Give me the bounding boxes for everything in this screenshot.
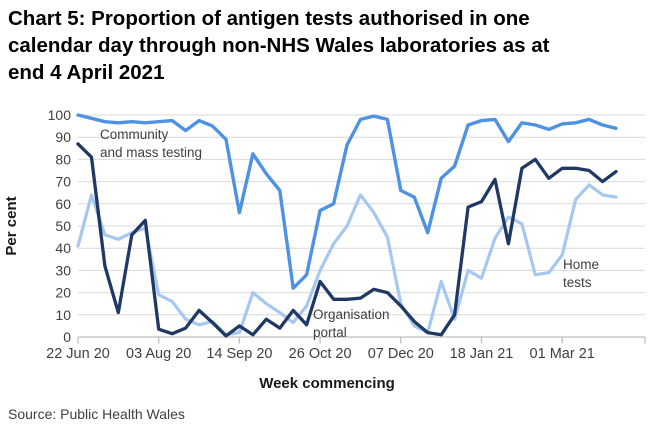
y-axis-title: Per cent [3, 196, 20, 255]
series-line-community-and-mass-testing [76, 113, 618, 290]
x-tick-label: 26 Oct 20 [289, 346, 352, 362]
x-axis-title: Week commencing [259, 375, 395, 392]
annotation-home-tests: Home tests [563, 257, 599, 290]
y-tick-label: 20 [55, 285, 71, 301]
annotation-organisation-portal: Organisation portal [313, 307, 390, 340]
x-tick-label: 22 Jun 20 [46, 346, 110, 362]
annotation-line: tests [563, 275, 592, 290]
annotation-community-and-mass-testing: Community and mass testing [100, 127, 202, 160]
y-tick-label: 70 [55, 174, 71, 190]
chart-title: Chart 5: Proportion of antigen tests aut… [8, 5, 653, 86]
y-tick-label: 80 [55, 151, 71, 167]
annotation-line: Organisation [313, 307, 390, 322]
source-note: Source: Public Health Wales [8, 406, 185, 422]
chart-title-line-3: end 4 April 2021 [8, 61, 165, 84]
x-tick-label: 18 Jan 21 [450, 346, 514, 362]
y-tick-label: 0 [63, 329, 71, 345]
y-tick-label: 30 [55, 262, 71, 278]
x-tick-label: 07 Dec 20 [368, 346, 434, 362]
x-tick-label: 01 Mar 21 [530, 346, 595, 362]
y-tick-label: 10 [55, 307, 71, 323]
y-tick-label: 40 [55, 240, 71, 256]
x-tick-label: 14 Sep 20 [206, 346, 272, 362]
y-tick-label: 50 [55, 218, 71, 234]
annotation-line: Community [100, 127, 169, 142]
y-tick-label: 90 [55, 129, 71, 145]
annotation-line: portal [313, 325, 347, 340]
annotation-line: Home [563, 257, 599, 272]
y-tick-label: 60 [55, 196, 71, 212]
x-tick-label: 03 Aug 20 [126, 346, 191, 362]
chart-title-line-2: calendar day through non-NHS Wales labor… [8, 34, 550, 57]
series-line-home-tests [76, 183, 618, 337]
y-tick-label: 100 [48, 107, 72, 123]
chart-title-line-1: Chart 5: Proportion of antigen tests aut… [8, 7, 530, 30]
series-line-organisation-portal [76, 142, 618, 338]
annotation-line: and mass testing [100, 145, 202, 160]
